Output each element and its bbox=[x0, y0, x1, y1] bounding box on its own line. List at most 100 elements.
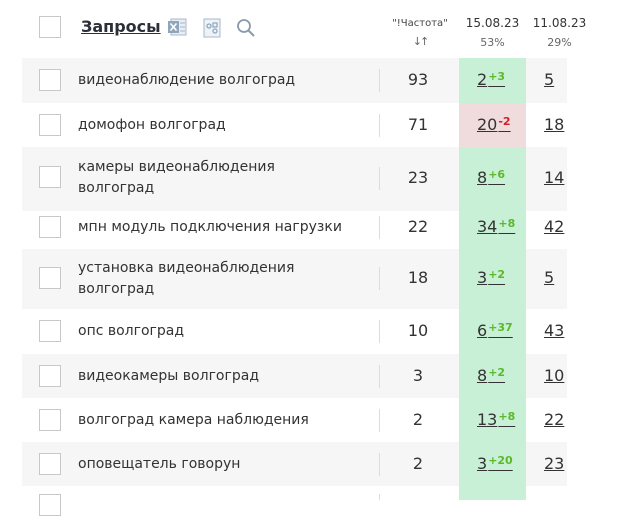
sort-icon[interactable]: ↓↑ bbox=[412, 35, 429, 48]
previous-position-link[interactable]: 14 bbox=[544, 168, 565, 187]
row-checkbox[interactable] bbox=[39, 114, 61, 136]
position-cell: 8+6 bbox=[459, 147, 526, 211]
position-cell: 8+2 bbox=[459, 354, 526, 398]
date-percent: 53% bbox=[480, 36, 505, 49]
row-checkbox[interactable] bbox=[39, 267, 61, 289]
date-label: 11.08.23 bbox=[532, 16, 587, 30]
frequency-value: 18 bbox=[407, 268, 429, 287]
position-link[interactable]: 3+20 bbox=[477, 454, 513, 473]
query-text[interactable]: волгоград камера наблюдения bbox=[78, 412, 309, 428]
table-row bbox=[22, 486, 567, 516]
row-checkbox[interactable] bbox=[39, 166, 61, 188]
table-row: опс волгоград 10 6+37 43 bbox=[22, 309, 567, 354]
position-delta: +6 bbox=[488, 168, 506, 181]
column-divider bbox=[379, 114, 380, 137]
frequency-value: 2 bbox=[412, 410, 424, 429]
date-percent: 29% bbox=[547, 36, 572, 49]
table-row: оповещатель говорун 2 3+20 23 bbox=[22, 442, 567, 486]
row-checkbox[interactable] bbox=[39, 216, 61, 238]
column-divider bbox=[379, 267, 380, 290]
table-row: мпн модуль подключения нагрузки 22 34+8 … bbox=[22, 211, 567, 249]
position-link[interactable]: 8+6 bbox=[477, 168, 506, 187]
position-cell: 2+3 bbox=[459, 58, 526, 103]
column-divider bbox=[379, 453, 380, 476]
row-checkbox[interactable] bbox=[39, 320, 61, 342]
previous-position-link[interactable]: 10 bbox=[544, 366, 565, 385]
position-delta: +2 bbox=[488, 268, 506, 281]
row-checkbox[interactable] bbox=[39, 365, 61, 387]
position-delta: +2 bbox=[488, 366, 506, 379]
table-row: камеры видеонаблюдения волгоград 23 8+6 … bbox=[22, 147, 567, 211]
column-divider bbox=[379, 365, 380, 388]
position-delta: +3 bbox=[488, 70, 506, 83]
position-cell: 3+2 bbox=[459, 249, 526, 309]
query-text[interactable]: установка видеонаблюдения волгоград bbox=[78, 260, 295, 297]
copy-icon[interactable] bbox=[203, 18, 221, 38]
table-header: Запросы "!Частота" ↓↑ 15.08.23 53% 11.08… bbox=[0, 0, 630, 58]
queries-title-link[interactable]: Запросы bbox=[81, 17, 161, 36]
column-divider bbox=[379, 409, 380, 432]
previous-position-link[interactable]: 5 bbox=[544, 268, 555, 287]
date-label: 15.08.23 bbox=[465, 16, 520, 30]
position-link[interactable]: 20-2 bbox=[477, 115, 511, 134]
frequency-value: 10 bbox=[407, 321, 429, 340]
excel-icon[interactable] bbox=[167, 18, 187, 36]
column-divider bbox=[379, 216, 380, 239]
previous-position-link[interactable]: 5 bbox=[544, 70, 555, 89]
previous-position-link[interactable]: 22 bbox=[544, 410, 565, 429]
column-divider bbox=[379, 320, 380, 343]
row-checkbox[interactable] bbox=[39, 453, 61, 475]
frequency-value: 93 bbox=[407, 70, 429, 89]
row-checkbox[interactable] bbox=[39, 494, 61, 516]
query-text[interactable]: опс волгоград bbox=[78, 323, 185, 339]
position-link[interactable]: 34+8 bbox=[477, 217, 516, 236]
frequency-value: 71 bbox=[407, 115, 429, 134]
select-all-checkbox[interactable] bbox=[39, 16, 61, 38]
date-column-15-08[interactable]: 15.08.23 53% bbox=[459, 16, 526, 49]
position-link[interactable]: 3+2 bbox=[477, 268, 506, 287]
frequency-label: "!Частота" bbox=[392, 18, 448, 29]
position-delta: +8 bbox=[498, 217, 516, 230]
previous-position-link[interactable]: 23 bbox=[544, 454, 565, 473]
column-divider bbox=[379, 167, 380, 190]
position-link[interactable]: 2+3 bbox=[477, 70, 506, 89]
column-divider bbox=[379, 69, 380, 92]
frequency-column-header[interactable]: "!Частота" ↓↑ bbox=[384, 16, 456, 48]
query-text[interactable]: видеонаблюдение волгоград bbox=[78, 72, 296, 88]
table-row: волгоград камера наблюдения 2 13+8 22 bbox=[22, 398, 567, 442]
position-link[interactable]: 13+8 bbox=[477, 410, 516, 429]
row-checkbox[interactable] bbox=[39, 69, 61, 91]
table-row: установка видеонаблюдения волгоград 18 3… bbox=[22, 249, 567, 309]
position-delta: +20 bbox=[488, 454, 513, 467]
position-cell: 6+37 bbox=[459, 309, 526, 354]
previous-position-link[interactable]: 18 bbox=[544, 115, 565, 134]
column-divider bbox=[379, 494, 380, 500]
query-text[interactable]: домофон волгоград bbox=[78, 117, 226, 133]
table-row: видеокамеры волгоград 3 8+2 10 bbox=[22, 354, 567, 398]
position-delta: +8 bbox=[498, 410, 516, 423]
table-row: видеонаблюдение волгоград 93 2+3 5 bbox=[22, 58, 567, 103]
date-column-11-08[interactable]: 11.08.23 29% bbox=[526, 16, 593, 49]
position-cell: 34+8 bbox=[459, 211, 526, 249]
position-cell: 13+8 bbox=[459, 398, 526, 442]
position-cell: 20-2 bbox=[459, 103, 526, 147]
position-cell: 3+20 bbox=[459, 442, 526, 486]
position-link[interactable]: 8+2 bbox=[477, 366, 506, 385]
previous-position-link[interactable]: 42 bbox=[544, 217, 565, 236]
query-text[interactable]: камеры видеонаблюдения волгоград bbox=[78, 159, 275, 196]
frequency-value: 2 bbox=[412, 454, 424, 473]
row-checkbox[interactable] bbox=[39, 409, 61, 431]
position-delta: +37 bbox=[488, 321, 513, 334]
position-link[interactable]: 6+37 bbox=[477, 321, 513, 340]
query-text[interactable]: видеокамеры волгоград bbox=[78, 368, 259, 384]
frequency-value: 22 bbox=[407, 217, 429, 236]
position-delta: -2 bbox=[498, 115, 511, 128]
frequency-value: 3 bbox=[412, 366, 424, 385]
position-cell bbox=[459, 486, 526, 500]
previous-position-link[interactable]: 43 bbox=[544, 321, 565, 340]
table-row: домофон волгоград 71 20-2 18 bbox=[22, 103, 567, 147]
query-text[interactable]: оповещатель говорун bbox=[78, 456, 241, 472]
frequency-value: 23 bbox=[407, 168, 429, 187]
search-icon[interactable] bbox=[236, 18, 256, 38]
query-text[interactable]: мпн модуль подключения нагрузки bbox=[78, 219, 342, 235]
